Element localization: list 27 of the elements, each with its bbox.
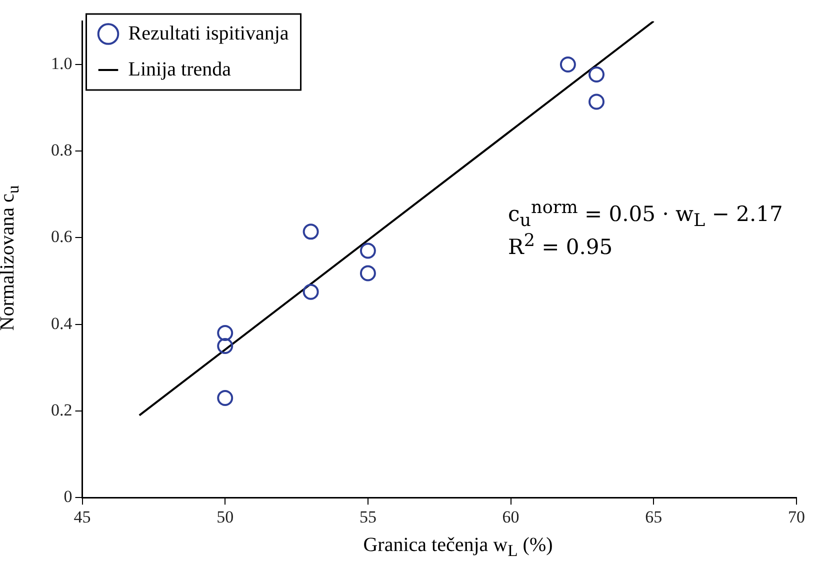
point [360,265,376,282]
y-tick-label: 0.4 [51,314,73,333]
annotation: R$^{2}$ = 0.95 [508,231,614,260]
point [588,94,605,110]
y-tick-label: 0.2 [51,400,72,420]
point [560,56,576,73]
annotation: c$_{u}$$^{norm}$ = 0.05 · w$_{L}$ − 2.17 [508,198,783,232]
y-tick-label: 0.6 [51,227,72,246]
legend-label: Rezultati ispitivanja [128,22,289,44]
x-tick-label: 50 [216,507,234,526]
x-axis-title: Granica tečenja w$_{L}$ (%) [363,534,553,561]
y-tick-label: 1.0 [51,54,72,73]
x-tick-label: 70 [788,507,805,526]
point [588,66,605,82]
point [302,284,319,300]
x-tick-label: 65 [645,507,662,526]
legend-label: Linija trenda [128,58,232,80]
point [302,224,319,240]
point [217,338,234,354]
x-tick-label: 55 [359,507,376,526]
point [217,325,234,342]
point [217,390,234,406]
y-tick-label: 0.8 [51,140,72,160]
point [360,242,376,259]
y-tick-label: 0 [64,487,72,506]
x-tick-label: 60 [502,507,520,526]
x-tick-label: 45 [74,507,91,526]
